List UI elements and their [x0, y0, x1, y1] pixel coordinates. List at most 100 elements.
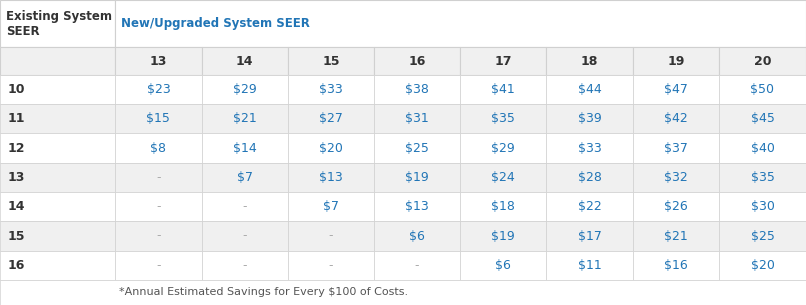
Text: 14: 14: [236, 55, 253, 67]
Bar: [460, 104, 546, 133]
Text: $20: $20: [319, 142, 343, 155]
Bar: [374, 192, 460, 221]
Bar: [460, 192, 546, 221]
Text: -: -: [243, 259, 247, 272]
Bar: [546, 251, 633, 280]
Text: 14: 14: [8, 200, 26, 213]
Bar: [374, 221, 460, 251]
Text: 13: 13: [150, 55, 167, 67]
Bar: [546, 47, 633, 75]
Bar: [288, 251, 374, 280]
Text: $28: $28: [578, 171, 601, 184]
Bar: [719, 104, 806, 133]
Bar: [546, 133, 633, 163]
Bar: [460, 251, 546, 280]
Bar: [633, 47, 719, 75]
Bar: [719, 192, 806, 221]
Bar: [374, 163, 460, 192]
Text: 17: 17: [495, 55, 512, 67]
Text: -: -: [156, 259, 160, 272]
Text: $25: $25: [750, 229, 775, 242]
Text: 15: 15: [322, 55, 339, 67]
Bar: [0, 163, 115, 192]
Text: $22: $22: [578, 200, 601, 213]
Text: $19: $19: [405, 171, 429, 184]
Bar: [288, 104, 374, 133]
Bar: [374, 47, 460, 75]
Text: 12: 12: [8, 142, 26, 155]
Text: $16: $16: [664, 259, 688, 272]
Bar: [115, 75, 202, 104]
Bar: [0, 47, 115, 75]
Text: $11: $11: [578, 259, 601, 272]
Bar: [460, 133, 546, 163]
Text: New/Upgraded System SEER: New/Upgraded System SEER: [121, 17, 310, 30]
Text: $35: $35: [750, 171, 775, 184]
Bar: [546, 192, 633, 221]
Bar: [0, 192, 115, 221]
Text: $14: $14: [233, 142, 256, 155]
Bar: [633, 163, 719, 192]
Bar: [115, 133, 202, 163]
Bar: [288, 47, 374, 75]
Bar: [115, 221, 202, 251]
Text: $50: $50: [750, 83, 775, 96]
Text: $27: $27: [319, 112, 343, 125]
Text: $38: $38: [405, 83, 429, 96]
Text: $29: $29: [492, 142, 515, 155]
Text: $17: $17: [578, 229, 601, 242]
Text: $42: $42: [664, 112, 688, 125]
Bar: [288, 192, 374, 221]
Bar: [0, 104, 115, 133]
Text: $39: $39: [578, 112, 601, 125]
Text: -: -: [329, 229, 333, 242]
Bar: [288, 75, 374, 104]
Bar: [202, 104, 288, 133]
Text: Existing System
SEER: Existing System SEER: [6, 10, 112, 38]
Bar: [115, 192, 202, 221]
Text: 15: 15: [8, 229, 26, 242]
Bar: [0, 221, 115, 251]
Bar: [374, 133, 460, 163]
Bar: [202, 75, 288, 104]
Bar: [719, 251, 806, 280]
Text: -: -: [243, 200, 247, 213]
Text: $15: $15: [147, 112, 170, 125]
Text: -: -: [329, 259, 333, 272]
Bar: [374, 104, 460, 133]
Text: $35: $35: [492, 112, 515, 125]
Text: $37: $37: [664, 142, 688, 155]
Text: $7: $7: [237, 171, 252, 184]
Bar: [633, 133, 719, 163]
Text: $33: $33: [319, 83, 343, 96]
Bar: [202, 133, 288, 163]
Bar: [719, 47, 806, 75]
Text: $13: $13: [405, 200, 429, 213]
Bar: [202, 47, 288, 75]
Bar: [719, 75, 806, 104]
Text: $25: $25: [405, 142, 429, 155]
Text: 11: 11: [8, 112, 26, 125]
Bar: [0, 280, 806, 305]
Text: $24: $24: [492, 171, 515, 184]
Bar: [460, 75, 546, 104]
Text: $41: $41: [492, 83, 515, 96]
Bar: [202, 163, 288, 192]
Text: $26: $26: [664, 200, 688, 213]
Text: $7: $7: [323, 200, 339, 213]
Text: $44: $44: [578, 83, 601, 96]
Bar: [0, 251, 115, 280]
Bar: [719, 221, 806, 251]
Bar: [202, 192, 288, 221]
Bar: [719, 133, 806, 163]
Text: $13: $13: [319, 171, 343, 184]
Text: $20: $20: [750, 259, 775, 272]
Text: -: -: [156, 229, 160, 242]
Bar: [460, 47, 546, 75]
Text: $40: $40: [750, 142, 775, 155]
Text: $31: $31: [405, 112, 429, 125]
Text: 20: 20: [754, 55, 771, 67]
Text: 16: 16: [409, 55, 426, 67]
Text: $21: $21: [664, 229, 688, 242]
Text: 19: 19: [667, 55, 684, 67]
